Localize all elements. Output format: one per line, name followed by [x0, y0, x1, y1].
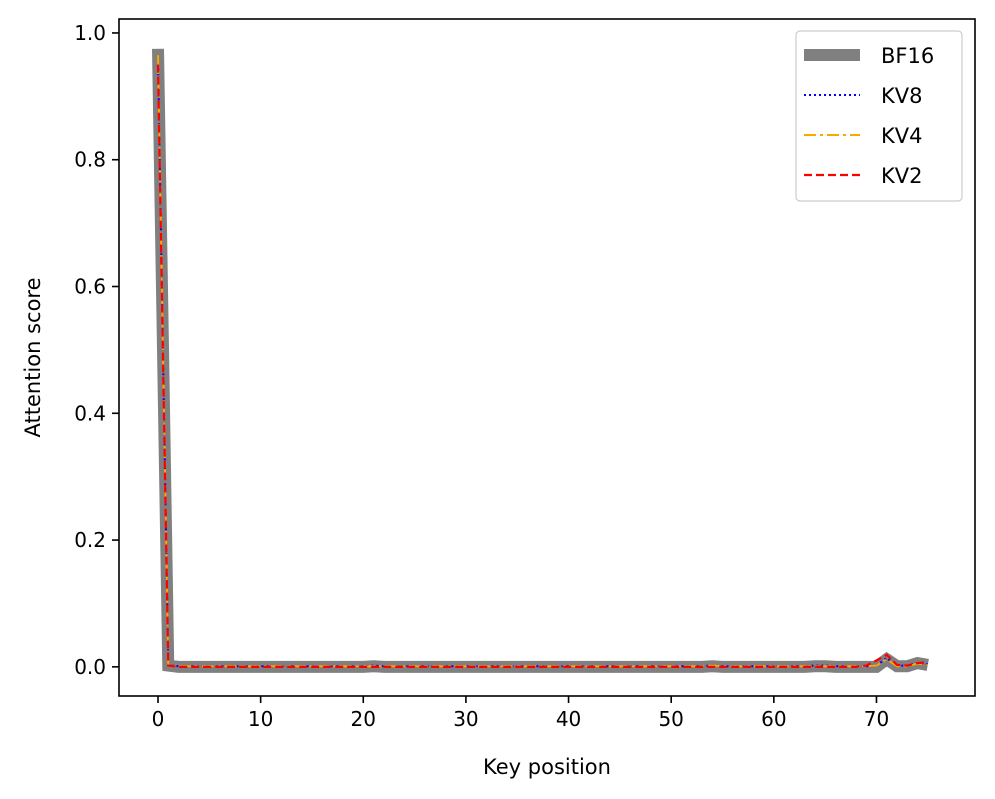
y-axis: 0.0 0.2 0.4 0.6 0.8 1.0 — [74, 21, 119, 679]
x-axis-label: Key position — [483, 755, 611, 779]
x-tick-label: 20 — [351, 707, 376, 731]
y-tick-label: 1.0 — [74, 21, 106, 45]
legend: BF16 KV8 KV4 KV2 — [795, 30, 963, 202]
x-tick-label: 10 — [248, 707, 273, 731]
series-layer — [152, 48, 929, 673]
legend-label-kv2: KV2 — [881, 164, 923, 188]
y-tick-label: 0.0 — [74, 655, 106, 679]
y-axis-label: Attention score — [21, 277, 45, 437]
legend-label-bf16: BF16 — [881, 44, 934, 68]
x-tick-label: 60 — [761, 707, 786, 731]
y-tick-label: 0.2 — [74, 528, 106, 552]
x-tick-label: 40 — [556, 707, 581, 731]
x-tick-label: 70 — [864, 707, 889, 731]
x-tick-label: 0 — [152, 707, 165, 731]
x-tick-label: 30 — [453, 707, 478, 731]
legend-frame — [795, 30, 963, 202]
legend-label-kv8: KV8 — [881, 84, 923, 108]
y-tick-label: 0.8 — [74, 148, 106, 172]
legend-label-kv4: KV4 — [881, 124, 923, 148]
y-tick-label: 0.4 — [74, 401, 106, 425]
axes-frame — [118, 18, 976, 697]
x-axis: 0 10 20 30 40 50 60 70 — [152, 696, 889, 731]
series-line-kv2 — [156, 64, 928, 668]
y-tick-label: 0.6 — [74, 275, 106, 299]
x-tick-label: 50 — [658, 707, 683, 731]
